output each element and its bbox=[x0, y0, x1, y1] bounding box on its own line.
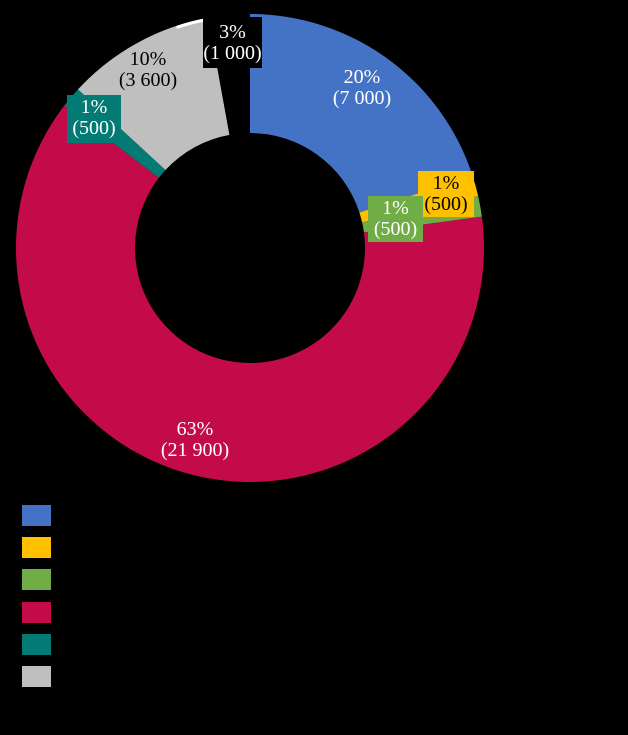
label-blue-segment: 20% (7 000) bbox=[302, 67, 422, 109]
legend-chip-5 bbox=[22, 666, 51, 687]
label-crimson-segment: 63% (21 900) bbox=[135, 419, 255, 461]
label-green-segment: 1% (500) bbox=[368, 196, 423, 242]
slice-blue bbox=[250, 14, 473, 213]
slice-crimson bbox=[15, 105, 484, 482]
yellow-percent: 1% bbox=[432, 172, 460, 194]
green-value: (500) bbox=[373, 218, 418, 240]
legend-chip-1 bbox=[22, 537, 51, 558]
teal-percent: 1% bbox=[80, 96, 108, 118]
gray-percent: 10% bbox=[129, 48, 167, 70]
slice-gray bbox=[77, 17, 230, 171]
green-percent: 1% bbox=[382, 197, 409, 219]
legend-chip-2 bbox=[22, 569, 51, 590]
legend-chip-0 bbox=[22, 505, 51, 526]
crimson-value: (21 900) bbox=[160, 439, 230, 461]
black-value: (1 000) bbox=[203, 42, 262, 64]
label-teal-segment: 1% (500) bbox=[67, 95, 121, 143]
blue-value: (7 000) bbox=[332, 87, 392, 109]
crimson-percent: 63% bbox=[176, 418, 214, 440]
gray-value: (3 600) bbox=[118, 69, 178, 91]
label-black-segment: 3% (1 000) bbox=[203, 17, 262, 68]
yellow-value: (500) bbox=[424, 193, 468, 215]
legend-chip-3 bbox=[22, 602, 51, 623]
label-gray-segment: 10% (3 600) bbox=[88, 49, 208, 91]
legend-chip-4 bbox=[22, 634, 51, 655]
teal-value: (500) bbox=[72, 117, 116, 139]
black-percent: 3% bbox=[219, 21, 246, 43]
label-yellow-segment: 1% (500) bbox=[418, 171, 474, 217]
blue-percent: 20% bbox=[343, 66, 381, 88]
